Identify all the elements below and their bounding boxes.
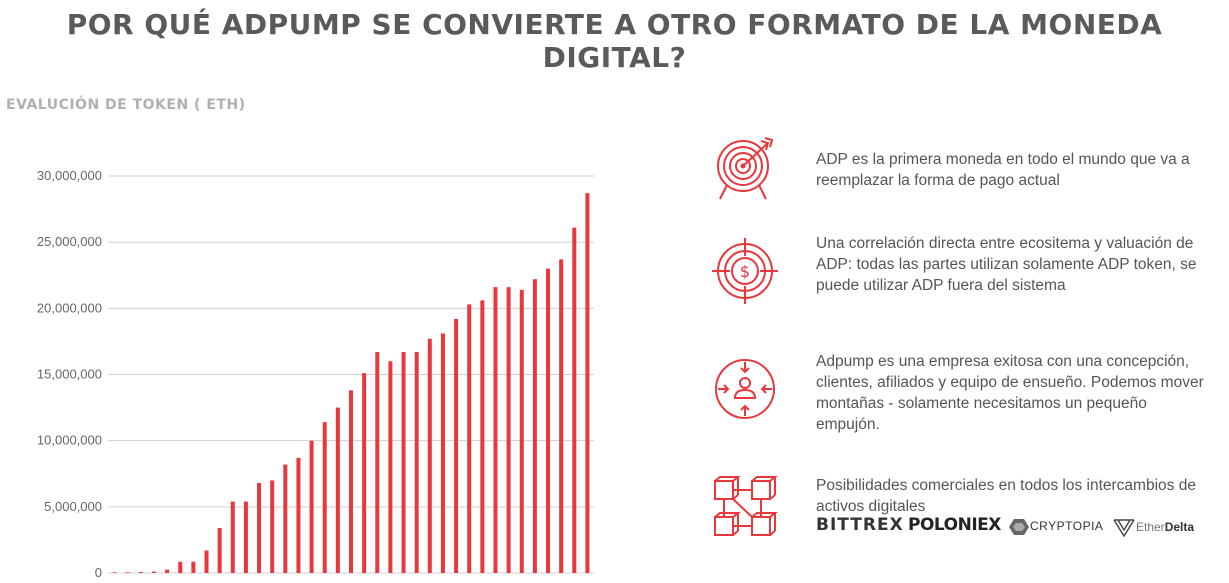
etherdelta-label-suffix: Delta bbox=[1164, 520, 1195, 535]
blockchain-cubes-icon bbox=[714, 476, 778, 536]
bar bbox=[165, 569, 170, 573]
bar bbox=[506, 287, 511, 573]
bar bbox=[230, 501, 235, 573]
bar bbox=[283, 464, 288, 573]
bar bbox=[467, 304, 472, 573]
etherdelta-label-prefix: Ether bbox=[1136, 520, 1165, 535]
svg-text:$: $ bbox=[740, 262, 750, 281]
bar bbox=[375, 352, 380, 573]
feature-text: Una correlación directa entre ecositema … bbox=[816, 235, 1197, 294]
y-tick-label: 0 bbox=[95, 565, 102, 580]
feature-text: Adpump es una empresa exitosa con una co… bbox=[816, 353, 1204, 433]
cryptopia-label: CRYPTOPIA bbox=[1030, 519, 1104, 534]
cryptopia-logo: CRYPTOPIA bbox=[1008, 518, 1103, 536]
person-arrows-icon bbox=[715, 359, 775, 419]
bittrex-logo: BITTREX bbox=[816, 515, 904, 535]
bar bbox=[401, 352, 406, 573]
crosshair-dollar-icon: $ bbox=[712, 238, 778, 304]
bar bbox=[151, 571, 156, 573]
bar bbox=[296, 457, 301, 573]
bar bbox=[138, 571, 143, 573]
bar bbox=[112, 572, 117, 573]
bar bbox=[427, 338, 432, 573]
bar bbox=[178, 561, 183, 573]
bar bbox=[532, 279, 537, 573]
bar bbox=[493, 287, 498, 573]
bar bbox=[335, 407, 340, 573]
y-tick-label: 30,000,000 bbox=[37, 168, 102, 183]
bar bbox=[125, 572, 130, 573]
feature-text: Posibilidades comerciales en todos los i… bbox=[816, 477, 1196, 515]
target-arrow-icon bbox=[717, 137, 774, 200]
bar bbox=[414, 352, 419, 573]
bar bbox=[243, 501, 248, 573]
bar bbox=[309, 440, 314, 573]
bar bbox=[440, 333, 445, 573]
bar bbox=[191, 561, 196, 573]
cryptopia-hexagon-icon bbox=[1009, 519, 1029, 535]
bar bbox=[217, 528, 222, 573]
bar bbox=[270, 480, 275, 573]
feature-text: ADP es la primera moneda en todo el mund… bbox=[816, 151, 1190, 189]
poloniex-logo: POLONIEX bbox=[908, 515, 1001, 535]
bar bbox=[257, 483, 262, 573]
y-tick-label: 15,000,000 bbox=[37, 367, 102, 382]
chart-title: EVALUCIÓN DE TOKEN ( ETH) bbox=[6, 97, 246, 113]
y-tick-label: 10,000,000 bbox=[37, 433, 102, 448]
etherdelta-logo: EtherDelta bbox=[1112, 518, 1194, 538]
token-valuation-chart: 0 5,000,000 10,000,000 15,000,000 20,000,000… bbox=[37, 168, 594, 580]
y-tick-label: 5,000,000 bbox=[44, 499, 102, 514]
bar bbox=[454, 318, 459, 573]
bar bbox=[322, 422, 327, 573]
bar bbox=[559, 259, 564, 573]
bar bbox=[519, 289, 524, 573]
bar bbox=[585, 193, 590, 573]
page-title: POR QUÉ ADPUMP SE CONVIERTE A OTRO FORMA… bbox=[66, 8, 1163, 74]
bar bbox=[388, 361, 393, 573]
bar bbox=[362, 373, 367, 573]
bar bbox=[546, 268, 551, 573]
y-tick-label: 20,000,000 bbox=[37, 300, 102, 315]
y-axis-labels: 0 5,000,000 10,000,000 15,000,000 20,000,000… bbox=[37, 168, 102, 580]
bar bbox=[349, 390, 353, 573]
bar bbox=[480, 300, 485, 573]
exchange-logos: BITTREX POLONIEX CRYPTOPIA EtherDelta bbox=[816, 515, 1216, 539]
bar bbox=[572, 227, 577, 574]
etherdelta-icon bbox=[1113, 519, 1135, 538]
chart-bars bbox=[112, 193, 590, 574]
y-tick-label: 25,000,000 bbox=[37, 234, 102, 249]
bar bbox=[204, 550, 209, 573]
